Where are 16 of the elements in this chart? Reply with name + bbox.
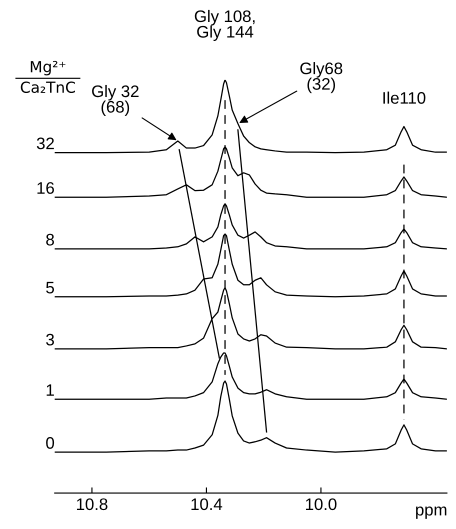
y-axis-title: Mg²⁺ Ca₂TnC: [20, 60, 75, 94]
annotation: Gly68 (32): [300, 62, 342, 94]
annotation: Gly 108, Gly 144: [194, 10, 255, 41]
annotation: Ile110: [383, 92, 426, 104]
series-label: 5: [46, 282, 54, 294]
x-tick-label: 10.8: [76, 498, 108, 510]
series-label: 16: [37, 182, 54, 194]
series-label: 32: [36, 137, 54, 150]
series-label: 3: [46, 334, 54, 346]
series-label: 8: [46, 234, 54, 246]
x-tick-label: 10.0: [306, 498, 336, 510]
annotation: Gly 32 (68): [92, 84, 139, 116]
x-tick-label: 10.4: [191, 498, 222, 510]
x-axis-title: ppm: [416, 506, 446, 519]
series-label: 1: [46, 384, 54, 396]
series-label: 0: [46, 437, 54, 449]
